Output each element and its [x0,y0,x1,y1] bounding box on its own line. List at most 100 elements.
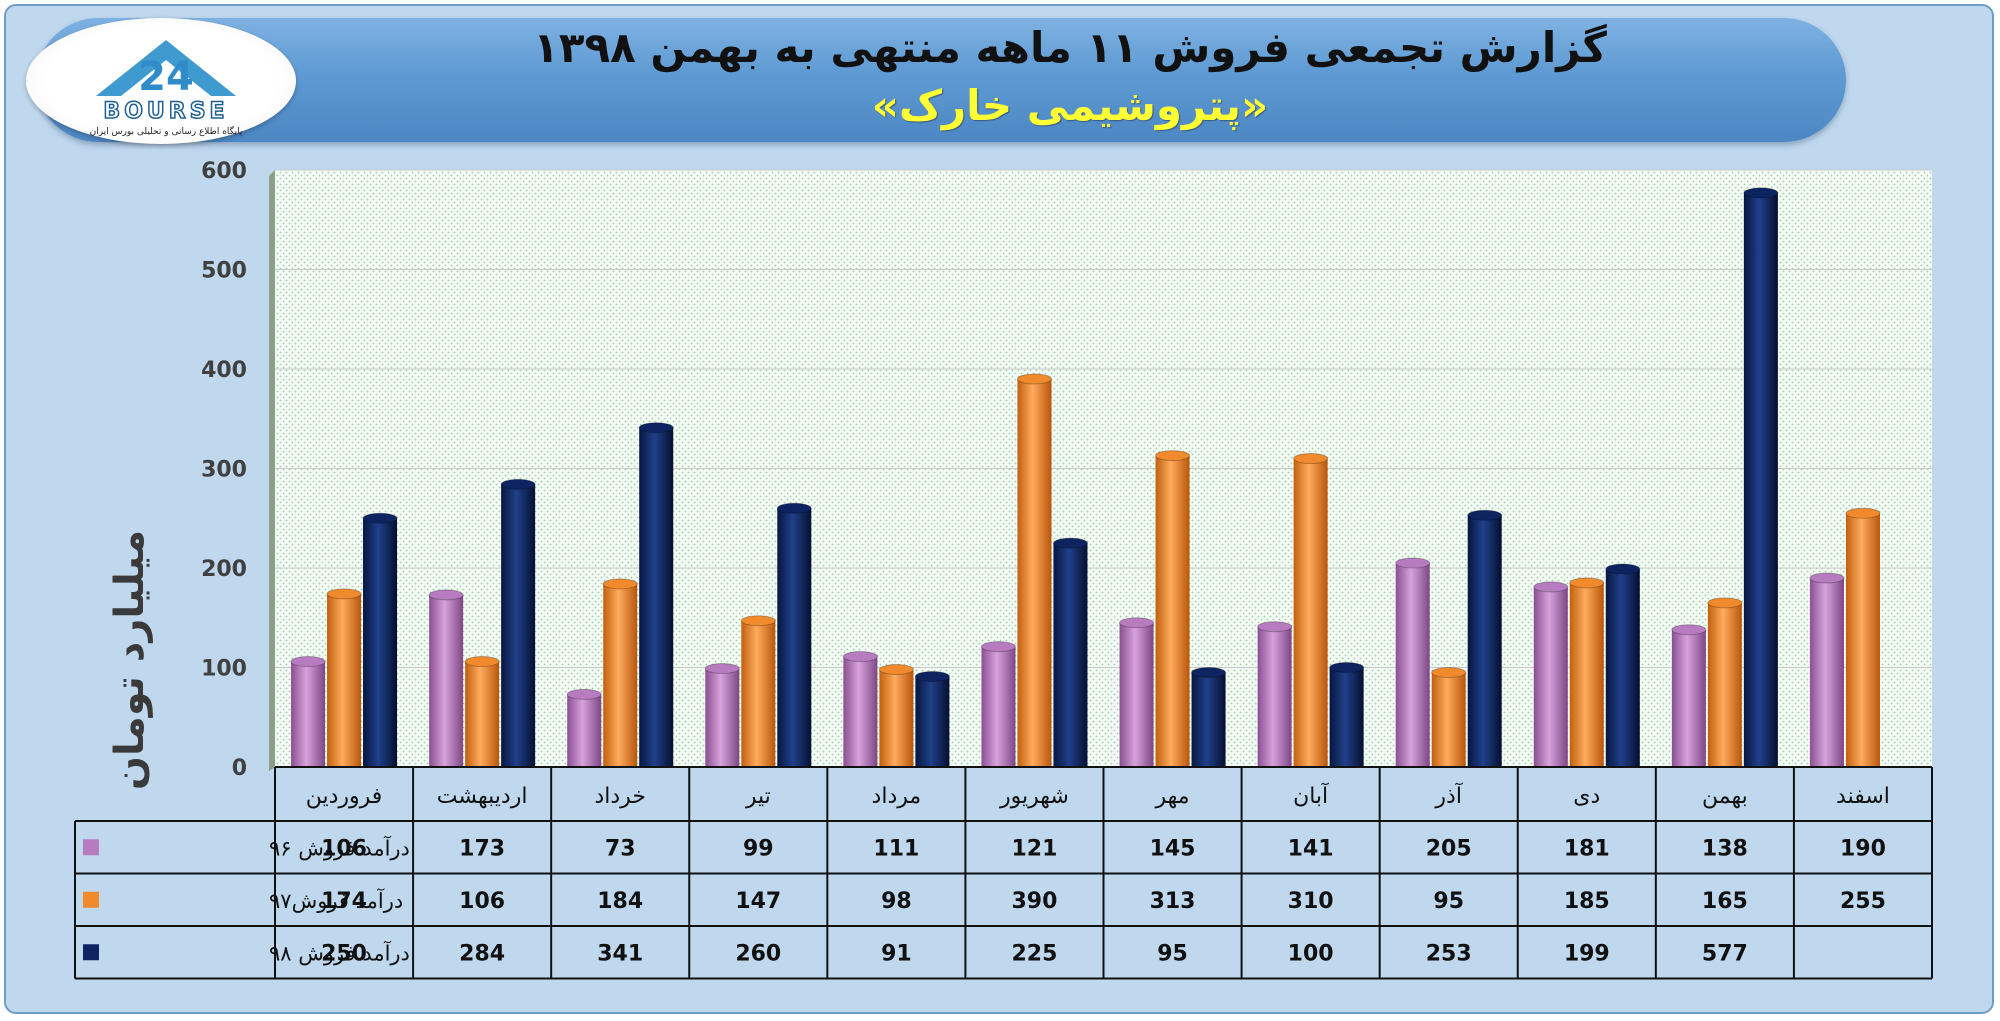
table-cell: 173 [459,836,505,861]
table-cell: 205 [1426,836,1472,861]
bar-series [290,187,1881,767]
bar-body [291,661,326,767]
bar [1743,187,1779,767]
table-cell: 225 [1011,941,1057,966]
x-tick-label: مرداد [872,784,922,809]
bar-body [1533,586,1568,767]
bourse-logo-mark: 24 BOURSE پایگاه اطلاع رسانی و تحلیلی بو… [90,40,243,137]
y-axis-ticks: 0 100 200 300 400 500 600 [201,159,247,781]
bar-body [363,518,398,767]
legend-label: درآمد فروش ۹۸ [269,940,410,965]
bar [914,670,950,767]
bar-top [1845,507,1881,519]
x-tick-label: آبان [1293,782,1329,809]
bar-top [1257,621,1293,633]
logo-roof-icon [96,40,236,96]
legend-label: درآمد فروش ۹۶ [269,835,410,860]
legend-label: درآمد فروش۹۷ [269,888,403,913]
bar [776,502,812,767]
bourse-logo: 24 BOURSE پایگاه اطلاع رسانی و تحلیلی بو… [26,18,296,144]
bar-body [1017,378,1052,767]
table-cell: 199 [1564,941,1610,966]
y-tick-label: 400 [201,358,247,383]
table-cell: 390 [1011,889,1057,914]
bar-body [603,583,638,767]
table-cell: 95 [1433,889,1464,914]
bar-body [639,427,674,767]
table-cell: 255 [1840,889,1886,914]
bar-body [465,661,500,767]
x-tick-label: اسفند [1836,784,1890,809]
bar-body [981,646,1016,767]
table-cell: 99 [743,836,774,861]
bar-top [1605,563,1641,575]
bar-body [1845,513,1880,767]
x-tick-label: آذر [1434,782,1462,809]
bar-body [1293,458,1328,767]
bar-top [1467,509,1503,521]
bar-body [501,484,536,767]
bar-top [878,663,914,675]
table-cell: 95 [1157,941,1188,966]
bar-top [980,641,1016,653]
bar [1533,581,1569,767]
bar [1329,662,1365,767]
bar-body [1119,622,1154,767]
bar-body [843,656,878,767]
table-cell: 141 [1288,836,1334,861]
bar-top [842,651,878,663]
bar [1293,453,1329,767]
bar [500,478,536,767]
table-cell: 310 [1288,889,1334,914]
table-cell: 181 [1564,836,1610,861]
y-tick-label: 200 [201,557,247,582]
bar-body [1395,563,1430,767]
table-cell: 73 [605,836,636,861]
bar-body [1257,626,1292,767]
bar [566,688,602,767]
bar-top [500,478,536,490]
table-cell: 145 [1150,836,1196,861]
logo-tagline: پایگاه اطلاع رسانی و تحلیلی بورس ایران [90,125,243,137]
x-tick-label: شهریور [999,784,1069,809]
bar-top [1119,617,1155,629]
bar-top [704,662,740,674]
bar-top [362,512,398,524]
bar-top [1743,187,1779,199]
table-cell: 260 [735,941,781,966]
table-cell: 138 [1702,836,1748,861]
bar-top [1016,373,1052,385]
bar-top [914,670,950,682]
bar-body [1707,602,1742,767]
bar-top [326,588,362,600]
bar [740,615,776,767]
data-table: فروردین اردیبهشت خرداد تیر مرداد شهریور مهر آبا… [74,766,1933,980]
y-tick-label: 0 [232,756,247,781]
table-cell: 106 [459,889,505,914]
x-tick-label: دی [1573,784,1600,809]
y-tick-label: 100 [201,657,247,682]
table-cell: 91 [881,941,912,966]
bar-body [1743,192,1778,767]
table-cell: 185 [1564,889,1610,914]
table-cell: 190 [1840,836,1886,861]
bar-top [1671,624,1707,636]
bar-body [1155,455,1190,767]
title-banner [36,18,1846,142]
bar [1671,624,1707,767]
page-title: گزارش تجمعی فروش ۱۱ ماهه منتهی به بهمن ۱… [533,23,1607,72]
legend-swatch [83,839,99,856]
bar-top [1052,537,1088,549]
bar-body [777,508,812,767]
bar-body [879,669,914,767]
bar-top [638,422,674,434]
bar-top [464,656,500,668]
table-cell: 98 [881,889,912,914]
bar-top [740,615,776,627]
bar [1119,617,1155,767]
table-cell: 121 [1011,836,1057,861]
legend-swatch [83,944,99,961]
bar-body [1605,568,1640,767]
bar-top [1329,662,1365,673]
bar [428,589,464,767]
